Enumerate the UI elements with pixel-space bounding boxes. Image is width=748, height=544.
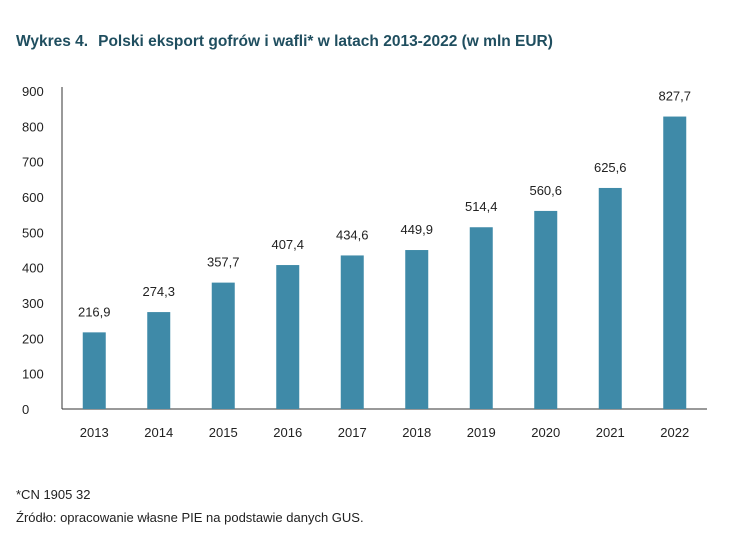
x-axis-tick-labels: 2013 2014 2015 2016 2017 2018 2019 2020 2021 2022 [80, 425, 689, 440]
footnote-source: Źródło: opracowanie własne PIE na podsta… [16, 510, 364, 525]
chart-number: Wykres 4. [16, 33, 89, 50]
x-tick-label-2019: 2019 [467, 425, 496, 440]
bars [82, 116, 687, 410]
bar-2019 [469, 227, 493, 409]
x-tick-label-2013: 2013 [80, 425, 109, 440]
data-label-2014: 274,3 [142, 284, 175, 299]
bar-2016 [276, 265, 300, 409]
x-tick-label-2022: 2022 [660, 425, 689, 440]
chart-title: Wykres 4. Polski eksport gofrów i wafli* … [16, 33, 553, 51]
y-tick-label: 500 [22, 225, 44, 240]
bar-chart: 0 100 200 300 400 500 600 700 800 900 216,9 274,3 3… [22, 84, 707, 440]
bar-2021 [598, 187, 622, 409]
x-tick-label-2018: 2018 [402, 425, 431, 440]
y-tick-label: 400 [22, 261, 44, 276]
data-label-2016: 407,4 [271, 237, 304, 252]
data-label-2018: 449,9 [400, 222, 433, 237]
y-tick-label: 200 [22, 331, 44, 346]
bar-2018 [405, 250, 429, 409]
y-tick-label: 0 [22, 402, 29, 417]
data-label-2013: 216,9 [78, 304, 111, 319]
y-tick-label: 700 [22, 155, 44, 170]
data-label-2020: 560,6 [529, 183, 562, 198]
y-axis-tick-labels: 0 100 200 300 400 500 600 700 800 900 [22, 84, 44, 417]
data-label-2015: 357,7 [207, 255, 240, 270]
chart-title-text: Polski eksport gofrów i wafli* w latach … [98, 33, 553, 50]
data-label-2019: 514,4 [465, 199, 498, 214]
bar-2017 [340, 255, 364, 409]
y-tick-label: 900 [22, 84, 44, 99]
x-tick-label-2017: 2017 [338, 425, 367, 440]
bar-2014 [147, 312, 171, 409]
data-label-2021: 625,6 [594, 160, 627, 175]
x-tick-label-2014: 2014 [144, 425, 173, 440]
x-tick-label-2021: 2021 [596, 425, 625, 440]
y-tick-label: 300 [22, 296, 44, 311]
bar-2022 [663, 116, 687, 410]
data-label-2017: 434,6 [336, 227, 369, 242]
data-label-2022: 827,7 [658, 89, 691, 104]
bar-2020 [534, 210, 558, 409]
data-labels: 216,9 274,3 357,7 407,4 434,6 449,9 514,4 560,6… [78, 89, 691, 320]
y-tick-label: 100 [22, 367, 44, 382]
y-tick-label: 800 [22, 119, 44, 134]
x-tick-label-2020: 2020 [531, 425, 560, 440]
bar-2015 [211, 282, 235, 409]
footnote-cn: *CN 1905 32 [16, 487, 91, 502]
x-tick-label-2016: 2016 [273, 425, 302, 440]
y-tick-label: 600 [22, 190, 44, 205]
x-tick-label-2015: 2015 [209, 425, 238, 440]
bar-2013 [82, 332, 106, 409]
